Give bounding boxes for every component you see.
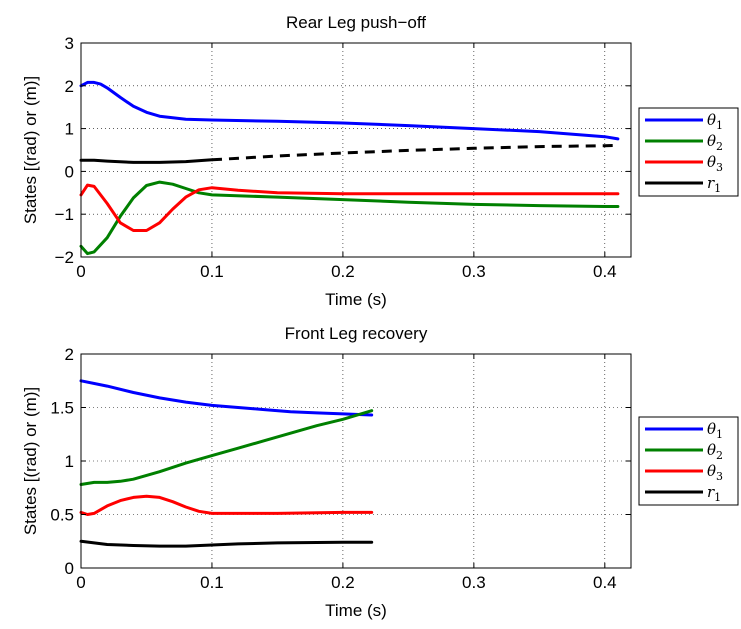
x-axis-label: Time (s) [325,601,387,620]
series-line-2 [79,180,620,256]
x-tick-label: 0.2 [331,262,355,281]
y-axis-label: States [(rad) or (m)] [21,387,40,535]
chart-title: Front Leg recovery [285,324,428,343]
y-tick-label: 3 [65,34,74,53]
x-tick-label: 0 [76,573,85,592]
plot-area [81,43,631,257]
y-axis-label: States [(rad) or (m)] [21,76,40,224]
y-tick-label: −2 [55,248,74,267]
legend-label-subscript: 1 [716,428,723,441]
series-line-2 [79,409,374,486]
legend-label-symbol: r [707,174,715,192]
series-line-3 [79,183,620,232]
axes-frame [80,42,632,258]
legend-label-symbol: θ [707,111,716,129]
legend-label-symbol: θ [707,153,716,171]
x-tick-label: 0.4 [593,262,617,281]
series-line-3 [79,494,374,516]
x-tick-label: 0.1 [200,573,224,592]
plot-area [81,354,631,568]
legend-label-subscript: 3 [716,470,723,483]
x-tick-label: 0.4 [593,573,617,592]
legend-label: θ3 [707,153,723,174]
chart-title: Rear Leg push−off [286,13,426,32]
legend-label-symbol: r [707,483,715,501]
legend-label-symbol: θ [707,420,716,438]
legend-label: θ3 [707,462,723,483]
legend-label-symbol: θ [707,441,716,459]
x-tick-label: 0.3 [462,262,486,281]
legend-label: r1 [707,483,721,504]
legend-label-subscript: 1 [714,491,721,504]
legend-label-symbol: θ [707,462,716,480]
y-tick-label: 2 [65,345,74,364]
legend-label-subscript: 2 [716,449,723,462]
legend-label-subscript: 1 [716,119,723,132]
series-line-r1-dashed [211,143,618,162]
y-tick-label: 1.5 [50,399,74,418]
legend-label: θ1 [707,111,723,132]
series-line-1 [79,379,374,417]
series-line-r1 [79,158,214,164]
y-tick-label: 2 [65,77,74,96]
legend-label: r1 [707,174,721,195]
y-tick-label: 1 [65,452,74,471]
chart-2: 0 0.1 0.2 0.3 0.4 0 0.5 1 1.5 2 Front Leg recovery… [21,324,739,620]
series-line-r1 [79,539,374,548]
x-axis-label: Time (s) [325,290,387,309]
legend-label-subscript: 2 [716,140,723,153]
x-tick-label: 0.3 [462,573,486,592]
legend-label: θ1 [707,420,723,441]
y-tick-label: 0 [65,559,74,578]
legend-label-symbol: θ [707,132,716,150]
y-tick-label: 0 [65,162,74,181]
legend-label: θ2 [707,132,723,153]
legend-label-subscript: 3 [716,161,723,174]
y-tick-label: 0.5 [50,506,74,525]
legend-box [638,107,739,197]
chart-1: 0 0.1 0.2 0.3 0.4 −2 −1 0 1 2 3 Rear Leg push−off Ti… [21,13,739,309]
x-tick-label: 0.1 [200,262,224,281]
legend-box [638,416,739,506]
x-tick-label: 0.2 [331,573,355,592]
y-tick-label: 1 [65,120,74,139]
legend-label: θ2 [707,441,723,462]
series-line-1 [79,80,620,141]
legend-label-subscript: 1 [714,182,721,195]
y-tick-label: −1 [55,205,74,224]
x-tick-label: 0 [76,262,85,281]
